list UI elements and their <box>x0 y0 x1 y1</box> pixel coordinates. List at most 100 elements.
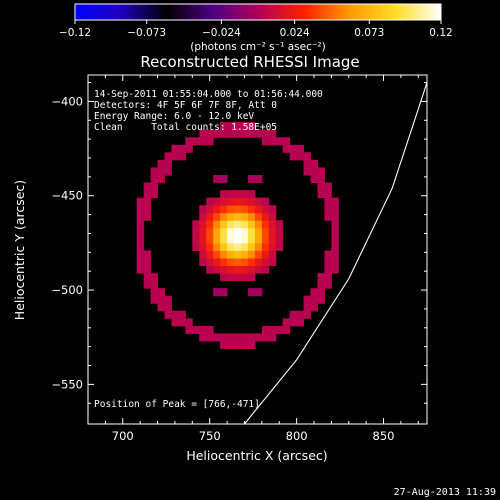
heatmap-cell <box>136 205 145 214</box>
heatmap-cell <box>234 129 242 138</box>
heatmap-cell <box>143 250 152 259</box>
heatmap-cell <box>240 190 249 199</box>
heatmap-cell <box>268 227 277 236</box>
heatmap-cell <box>171 152 179 161</box>
heatmap-cell <box>310 174 318 184</box>
heatmap-cell <box>254 205 263 214</box>
heatmap-cell <box>234 265 242 274</box>
y-axis-ticks: −400 −450 −500 −550 <box>51 82 427 404</box>
heatmap-cell <box>317 167 325 176</box>
heatmap-cell <box>331 212 339 221</box>
heatmap-cell <box>289 144 298 153</box>
heatmap-cell <box>192 242 200 251</box>
y-tick-label: −450 <box>51 189 83 203</box>
heatmap-cell <box>220 273 228 282</box>
heatmap-cell <box>227 220 235 229</box>
heatmap-cell <box>240 227 249 236</box>
detectors-text: Detectors: 4F 5F 6F 7F 8F, Att 0 <box>94 100 277 111</box>
heatmap-cell <box>247 197 256 206</box>
heatmap-cell <box>227 205 235 214</box>
heatmap-cell <box>164 152 172 161</box>
heatmap-cell <box>240 235 249 244</box>
heatmap-cell <box>206 265 214 274</box>
heatmap-cell <box>310 288 318 297</box>
heatmap-cell <box>206 205 214 214</box>
heatmap-cell <box>254 197 263 206</box>
heatmap-cell <box>331 227 339 236</box>
heatmap-cell <box>213 220 221 229</box>
colorbar-tick-label: 0.12 <box>429 27 452 39</box>
solar-limb-curve <box>244 82 427 424</box>
heatmap-cell <box>331 205 339 214</box>
heatmap-cell <box>199 212 207 221</box>
heatmap-cell <box>310 303 318 312</box>
heatmap-cell <box>213 227 221 236</box>
heatmap-cell <box>227 197 235 206</box>
heatmap-cell <box>275 325 284 334</box>
plot-frame <box>87 74 428 425</box>
heatmap-cell <box>213 242 221 251</box>
heatmap-cell <box>199 205 207 214</box>
heatmap-cell <box>143 257 152 267</box>
heatmap-cell <box>234 242 242 251</box>
heatmap-cell <box>261 205 270 214</box>
heatmap-cell <box>317 182 325 191</box>
heatmap-cell <box>247 122 256 131</box>
heatmap-cell <box>199 227 207 236</box>
x-tick-label: 800 <box>286 429 308 443</box>
heatmap-cell <box>247 333 256 342</box>
heatmap-cell <box>234 273 242 282</box>
heatmap-cell <box>268 325 277 334</box>
heatmap-cell <box>227 190 235 199</box>
heatmap-cell <box>240 250 249 259</box>
heatmap-cell <box>220 227 228 236</box>
heatmap-cell <box>247 242 256 251</box>
heatmap-cell <box>213 174 221 184</box>
heatmap-cell <box>331 242 339 251</box>
heatmap-cell <box>227 122 235 131</box>
heatmap-cell <box>331 235 339 244</box>
heatmap-cell <box>178 310 186 319</box>
heatmap-cell <box>143 265 152 274</box>
heatmap-cell <box>213 257 221 267</box>
heatmap-cell <box>220 242 228 251</box>
heatmap-cell <box>206 333 214 342</box>
heatmap-cell <box>234 122 242 131</box>
heatmap-cell <box>234 190 242 199</box>
heatmap-cell <box>268 205 277 214</box>
heatmap-cell <box>136 257 145 267</box>
heatmap-cell <box>324 250 332 259</box>
heatmap-cell <box>150 167 159 176</box>
heatmap-cell <box>234 235 242 244</box>
heatmap-cell <box>317 280 325 289</box>
heatmap-cell <box>240 197 249 206</box>
heatmap-cell <box>247 227 256 236</box>
heatmap-cell <box>171 310 179 319</box>
heatmap-cell <box>261 325 270 334</box>
colorbar-units: (photons cm⁻² s⁻¹ asec⁻²) <box>190 41 325 53</box>
heatmap-cell <box>199 242 207 251</box>
heatmap-cell <box>136 250 145 259</box>
heatmap-cell <box>282 325 291 334</box>
heatmap-cell <box>234 227 242 236</box>
heatmap-cell <box>317 174 325 184</box>
heatmap-cell <box>275 220 284 229</box>
heatmap-cell <box>324 197 332 206</box>
heatmap-cell <box>199 333 207 342</box>
heatmap-cell <box>192 137 200 146</box>
chart-title: Reconstructed RHESSI Image <box>140 53 359 71</box>
heatmap-cell <box>303 159 312 168</box>
heatmap-cell <box>254 220 263 229</box>
heatmap-cell <box>234 220 242 229</box>
heatmap-cell <box>206 220 214 229</box>
x-tick-label: 700 <box>112 429 134 443</box>
heatmap-cell <box>324 205 332 214</box>
heatmap-cell <box>261 257 270 267</box>
heatmap-cell <box>240 242 249 251</box>
heatmap-cell <box>220 122 228 131</box>
heatmap-cell <box>261 242 270 251</box>
heatmap-cell <box>199 257 207 267</box>
heatmap-cell <box>240 340 249 350</box>
heatmap-cell <box>220 174 228 184</box>
